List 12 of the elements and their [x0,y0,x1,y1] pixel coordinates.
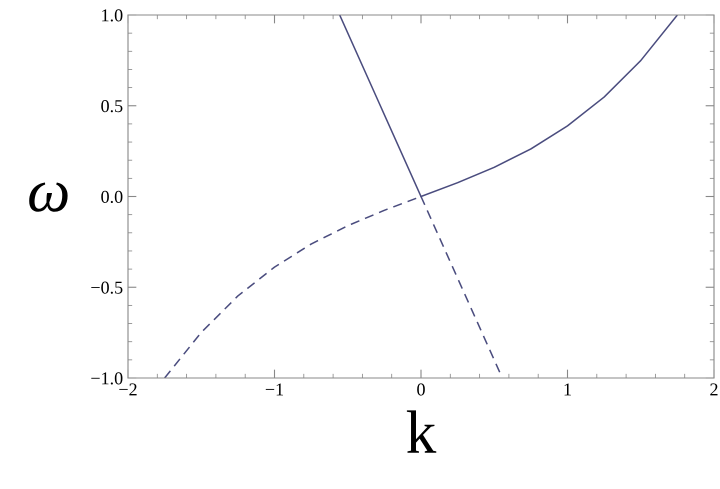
x-tick-label: 2 [710,383,718,396]
x-axis-title: k [406,410,436,453]
x-tick-label: −1 [266,383,284,396]
x-tick-label: 0 [417,383,425,396]
y-tick-label: 0.0 [101,190,122,204]
x-tick-label: 1 [564,383,571,396]
y-axis-title: ω [29,182,68,212]
y-tick-label: 1.0 [102,9,122,22]
y-tick-label: −0.5 [91,282,122,294]
y-tick-label: −1.0 [91,372,122,385]
y-tick-label: 0.5 [101,100,122,112]
x-tick-label: −2 [119,383,137,396]
